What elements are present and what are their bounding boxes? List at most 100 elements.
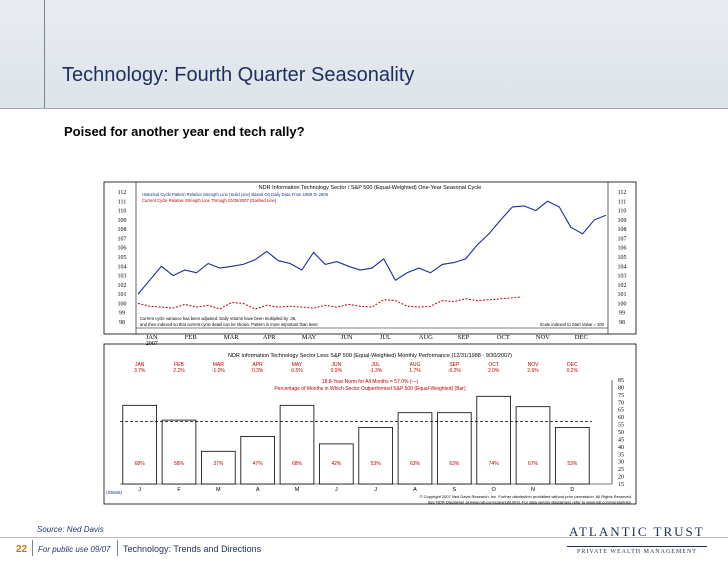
line-chart-frame: [103, 181, 637, 335]
bar-y-tick-label: 75: [618, 393, 624, 399]
bar-y-tick-label: 85: [618, 378, 624, 384]
bar-y-tick-label: 45: [618, 437, 624, 443]
month-change-label: 2.6%: [527, 368, 539, 374]
y-tick-label-right: 107: [618, 236, 627, 242]
bar-y-tick-label: 15: [618, 482, 624, 488]
bar-category-label: A: [413, 487, 417, 493]
month-change-label: 2.0%: [488, 368, 500, 374]
bar-value-label: 58%: [174, 461, 185, 467]
x-tick-label: JAN: [146, 334, 158, 341]
line-chart-note: and then indexed so that current cycle d…: [140, 322, 319, 327]
y-tick-label-left: 109: [118, 218, 127, 224]
title-rule: [44, 0, 45, 108]
month-change-label: -0.2%: [448, 368, 462, 374]
bar-4: [279, 404, 315, 485]
y-tick-label-left: 103: [118, 274, 127, 280]
x-tick-label: 2007: [146, 341, 158, 347]
month-header: JAN: [135, 362, 145, 368]
x-tick-label: APR: [263, 334, 276, 341]
x-tick-label: NOV: [536, 334, 550, 341]
month-header: OCT: [488, 362, 499, 368]
y-tick-label-right: 104: [618, 264, 627, 270]
footer-line: [0, 537, 728, 538]
bar-category-label: J: [138, 487, 141, 493]
bar-y-tick-label: 50: [618, 430, 624, 436]
bar-value-label: 74%: [489, 461, 500, 467]
y-tick-label-left: 107: [118, 236, 127, 242]
y-tick-label-right: 103: [618, 274, 627, 280]
line-chart-note: Current cycle variance has been adjusted…: [140, 316, 296, 321]
y-tick-label-left: 101: [118, 292, 127, 298]
y-tick-label-right: 102: [618, 283, 627, 289]
month-change-label: 0.9%: [331, 368, 343, 374]
bar-value-label: 68%: [292, 461, 303, 467]
bar-y-tick-label: 40: [618, 445, 624, 451]
month-header: MAR: [213, 362, 225, 368]
y-tick-label-left: 100: [118, 301, 127, 307]
month-header: JUL: [371, 362, 380, 368]
y-tick-label-right: 101: [618, 292, 627, 298]
title-bar: [0, 0, 728, 109]
bar-value-label: 37%: [213, 461, 224, 467]
historical-cycle-line: [137, 200, 607, 295]
public-note: For public use 09/07: [38, 545, 111, 554]
bar-9: [476, 395, 511, 485]
bar-11: [555, 427, 590, 485]
month-change-label: 0.3%: [252, 368, 264, 374]
norm-label: 18.8-Year Norm for All Months = 57.0% (-…: [322, 379, 419, 385]
bar-y-tick-label: 25: [618, 467, 624, 473]
bar-y-tick-label: 70: [618, 400, 624, 406]
bar-value-label: 42%: [331, 461, 342, 467]
y-tick-label-right: 109: [618, 218, 627, 224]
month-change-label: -1.0%: [212, 368, 226, 374]
scale-note: Scale indexed to Start Value = 100: [540, 322, 605, 327]
y-tick-label-left: 108: [118, 227, 127, 233]
y-tick-label-right: 112: [618, 190, 627, 196]
x-tick-label: JUN: [341, 334, 353, 341]
bar-category-label: O: [492, 487, 497, 493]
x-tick-label: SEP: [458, 334, 470, 341]
bar-3: [240, 436, 276, 485]
bar-category-label: M: [216, 487, 221, 493]
y-tick-label-right: 108: [618, 227, 627, 233]
y-tick-label-left: 104: [118, 264, 127, 270]
current-cycle-line: [137, 296, 522, 310]
month-header: MAY: [292, 362, 303, 368]
y-tick-label-right: 100: [618, 301, 627, 307]
logo-tagline: PRIVATE WEALTH MANAGEMENT: [567, 546, 707, 555]
copyright-line: See NDR Disclaimer at www.ndr.com/copyri…: [428, 500, 632, 505]
y-tick-label-right: 106: [618, 246, 627, 252]
bar-category-label: D: [570, 487, 574, 493]
bar-value-label: 47%: [253, 461, 264, 467]
month-change-label: -1.3%: [369, 368, 383, 374]
bar-value-label: 67%: [528, 461, 539, 467]
month-header: FEB: [174, 362, 184, 368]
bar-value-label: 63%: [410, 461, 421, 467]
bar-category-label: F: [177, 487, 181, 493]
month-change-label: 0.2%: [567, 368, 579, 374]
chart-tag: (S5565): [106, 490, 123, 495]
bar-value-label: 63%: [449, 461, 460, 467]
page-number: 22: [16, 544, 28, 555]
y-tick-label-right: 105: [618, 255, 627, 261]
month-header: AUG: [410, 362, 421, 368]
line-chart-legend-entry: Historical Cycle Pattern Relative Streng…: [142, 192, 329, 197]
month-header: DEC: [567, 362, 578, 368]
y-tick-label-left: 111: [118, 199, 127, 205]
bar-category-label: N: [531, 487, 535, 493]
month-header: NOV: [528, 362, 540, 368]
footer-separator: [32, 540, 33, 556]
bar-y-tick-label: 55: [618, 423, 624, 429]
bar-value-label: 53%: [567, 461, 578, 467]
bar-10: [515, 406, 551, 485]
bar-category-label: S: [452, 487, 456, 493]
bar-5: [318, 443, 354, 485]
bar-chart-title: NDR Information Technology Sector Less S…: [228, 353, 512, 359]
bar-chart-ylabel: Percentage of Months in Which Sector Out…: [274, 386, 466, 392]
y-tick-label-right: 99: [619, 311, 625, 317]
y-tick-label-left: 106: [118, 246, 127, 252]
x-tick-label: MAR: [224, 334, 239, 341]
bar-y-tick-label: 30: [618, 460, 624, 466]
bar-y-tick-label: 35: [618, 452, 624, 458]
